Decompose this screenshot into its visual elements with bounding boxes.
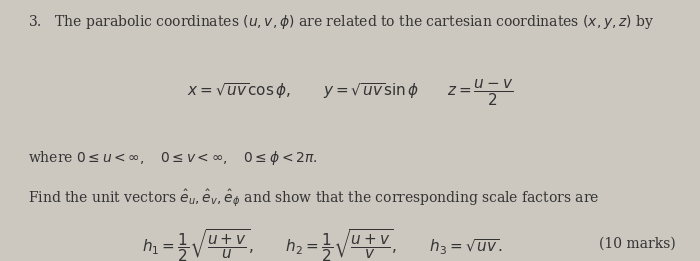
Text: 3.   The parabolic coordinates $(u, v, \phi)$ are related to the cartesian coord: 3. The parabolic coordinates $(u, v, \ph… — [28, 13, 654, 31]
Text: where $0 \leq u < \infty,\quad 0 \leq v < \infty,\quad 0 \leq \phi < 2\pi.$: where $0 \leq u < \infty,\quad 0 \leq v … — [28, 149, 318, 167]
Text: $h_1 = \dfrac{1}{2}\sqrt{\dfrac{u+v}{u}}, \qquad h_2 = \dfrac{1}{2}\sqrt{\dfrac{: $h_1 = \dfrac{1}{2}\sqrt{\dfrac{u+v}{u}}… — [141, 227, 503, 261]
Text: Find the unit vectors $\hat{e}_u, \hat{e}_v, \hat{e}_\phi$ and show that the cor: Find the unit vectors $\hat{e}_u, \hat{e… — [28, 188, 599, 210]
Text: (10 marks): (10 marks) — [598, 236, 676, 251]
Text: $x = \sqrt{uv}\cos\phi, \quad\quad y = \sqrt{uv}\sin\phi \quad\quad z = \dfrac{u: $x = \sqrt{uv}\cos\phi, \quad\quad y = \… — [187, 78, 513, 108]
